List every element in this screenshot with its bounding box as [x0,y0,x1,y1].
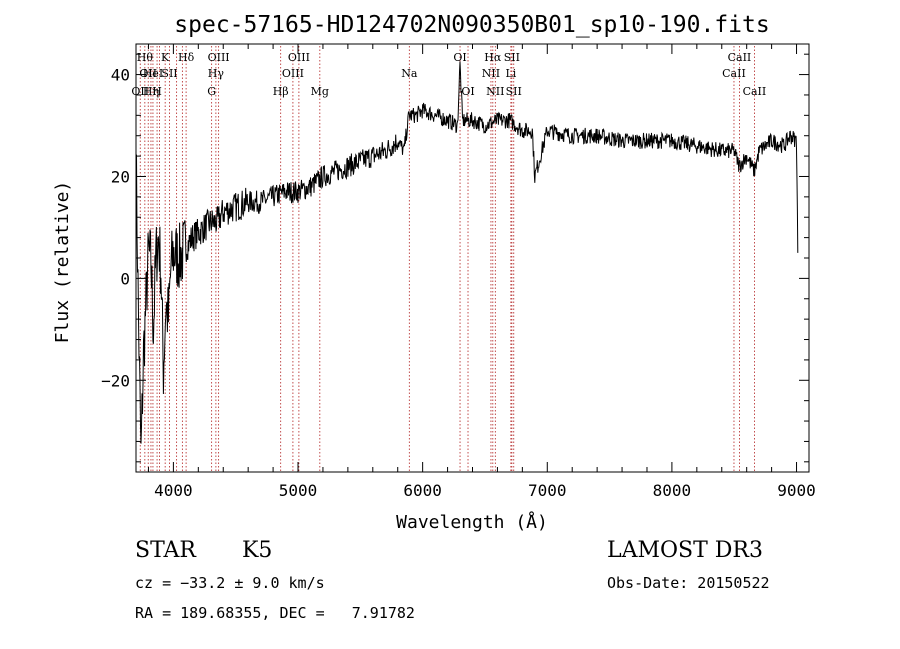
y-tick-label: 20 [111,167,130,186]
x-tick-label: 6000 [403,481,442,500]
line-label: CaII [728,51,752,64]
spectrum-series-line [135,61,799,444]
x-axis-ticks: 4000 5000 6000 7000 8000 9000 [147,44,816,500]
line-label: SII [506,85,522,98]
line-label: OI [453,51,466,64]
redshift-readout: cz = −33.2 ± 9.0 km/s [135,574,325,592]
emission-line-labels: OIIHθOIIHηHeIHKSIIHδGHγOIIIHβOIIIOIIIMgN… [131,51,766,98]
emission-line-markers [139,46,755,472]
line-label: OI [461,85,474,98]
line-label: OIII [282,67,304,80]
y-tick-label: −20 [101,371,130,390]
line-label: OII [139,67,157,80]
x-tick-label: 4000 [154,481,193,500]
line-label: Hη [143,85,159,98]
line-label: Li [505,67,516,80]
line-label: Mg [311,85,329,98]
line-label: G [207,85,216,98]
line-label: CaII [743,85,767,98]
object-subclass: K5 [242,538,273,563]
line-label: Hδ [178,51,195,64]
obs-date: Obs-Date: 20150522 [607,574,770,592]
line-label: Hα [484,51,502,64]
y-axis-ticks: −20 0 20 40 [101,53,809,463]
coordinates: RA = 189.68355, DEC = 7.91782 [135,604,415,622]
x-tick-label: 7000 [528,481,567,500]
line-label: H [152,85,162,98]
y-tick-label: 40 [111,66,130,85]
object-class: STAR [135,538,196,563]
line-label: HeI [143,67,163,80]
x-tick-label: 8000 [653,481,692,500]
line-label: NII [486,85,504,98]
line-label: Hθ [137,51,154,64]
x-axis-label: Wavelength (Å) [396,511,548,533]
line-label: OIII [288,51,310,64]
plot-frame [135,43,810,473]
line-label: OIII [208,51,230,64]
line-label: OII [131,85,149,98]
line-label: Na [401,67,418,80]
line-label: SII [161,67,177,80]
y-axis-label: Flux (relative) [52,181,73,344]
x-tick-label: 9000 [777,481,816,500]
line-label: CaII [722,67,746,80]
line-label: Hβ [273,85,289,98]
y-tick-label: 0 [120,269,130,288]
survey-name: LAMOST DR3 [607,538,763,563]
line-label: SII [504,51,520,64]
line-label: K [161,51,170,64]
line-label: NII [482,67,500,80]
line-label: Hγ [208,67,225,80]
x-tick-label: 5000 [279,481,318,500]
chart-title: spec-57165-HD124702N090350B01_sp10-190.f… [174,12,769,38]
